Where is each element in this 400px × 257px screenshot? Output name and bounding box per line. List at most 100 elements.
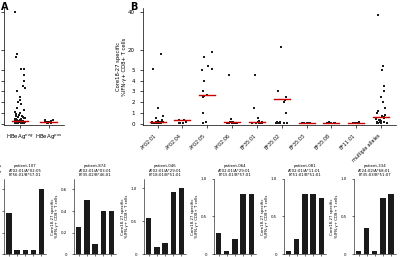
- Point: [307, 121, 313, 125]
- Point: [258, 121, 264, 125]
- Point: [283, 95, 290, 99]
- Point: [176, 121, 182, 125]
- Point: [205, 64, 211, 68]
- Bar: [22, 250, 28, 254]
- Point: [356, 120, 363, 124]
- Point: [15, 100, 21, 104]
- Point: [22, 120, 28, 124]
- Point: [252, 73, 258, 77]
- Point: [12, 55, 19, 59]
- Bar: [109, 211, 114, 254]
- Point: [20, 120, 26, 124]
- Point: [157, 120, 164, 124]
- Point: [44, 120, 50, 124]
- Point: [42, 120, 49, 124]
- Point: [201, 79, 208, 83]
- Point: [255, 116, 262, 120]
- Point: [153, 120, 160, 124]
- Bar: [39, 189, 44, 254]
- Point: [13, 120, 20, 124]
- Point: [375, 13, 382, 17]
- Point: [16, 111, 23, 115]
- Point: [258, 121, 265, 125]
- Bar: [294, 239, 299, 254]
- Point: [232, 121, 239, 125]
- Text: A: A: [1, 2, 8, 12]
- Point: [18, 121, 24, 125]
- Point: [275, 89, 281, 94]
- Point: [21, 121, 28, 125]
- Point: [278, 44, 285, 49]
- Point: [378, 68, 385, 72]
- Point: [284, 121, 290, 125]
- Point: [258, 121, 265, 125]
- Point: [14, 120, 20, 124]
- Point: [21, 79, 28, 83]
- Point: [300, 121, 307, 125]
- Point: [20, 115, 26, 119]
- Point: [16, 120, 22, 124]
- Point: [17, 120, 23, 124]
- Bar: [14, 250, 20, 254]
- Point: [356, 121, 362, 125]
- Point: [378, 120, 384, 124]
- Point: [159, 118, 166, 123]
- Point: [14, 119, 21, 123]
- Point: [377, 120, 383, 124]
- Bar: [224, 251, 230, 254]
- Point: [12, 110, 18, 114]
- Bar: [92, 244, 98, 254]
- Point: [152, 121, 158, 125]
- Point: [232, 121, 238, 125]
- Point: [14, 120, 21, 124]
- Point: [21, 116, 28, 120]
- Bar: [84, 200, 90, 254]
- Point: [50, 118, 56, 122]
- Point: [158, 121, 164, 125]
- Point: [373, 117, 380, 122]
- Point: [14, 115, 21, 119]
- Point: [201, 94, 207, 98]
- Y-axis label: Core18-27 specific
%IFN-γ+ CD8+ T cells: Core18-27 specific %IFN-γ+ CD8+ T cells: [260, 195, 269, 238]
- Point: [378, 95, 384, 99]
- Title: patient-064
A*02:01/A*29:01
B*15:01/B*57:01: patient-064 A*02:01/A*29:01 B*15:01/B*57…: [218, 164, 252, 178]
- Point: [12, 117, 18, 122]
- Point: [200, 55, 207, 59]
- Point: [382, 113, 389, 117]
- Point: [324, 121, 330, 125]
- Point: [380, 100, 386, 104]
- Point: [44, 121, 50, 125]
- Point: [200, 111, 206, 115]
- Point: [149, 120, 156, 124]
- Point: [383, 121, 390, 125]
- Point: [332, 121, 338, 125]
- Point: [253, 121, 260, 125]
- Point: [20, 121, 27, 125]
- Bar: [154, 246, 160, 254]
- Point: [224, 121, 230, 125]
- Point: [21, 73, 27, 77]
- Point: [226, 121, 233, 125]
- Point: [234, 121, 240, 125]
- Point: [13, 112, 19, 116]
- Point: [204, 93, 210, 97]
- Point: [381, 89, 387, 94]
- Bar: [216, 233, 221, 254]
- Point: [382, 105, 388, 109]
- Title: patient-334
A*24:02/A*68:01
B*35:03/B*51:07: patient-334 A*24:02/A*68:01 B*35:03/B*51…: [358, 164, 391, 178]
- Point: [306, 121, 312, 125]
- Bar: [388, 194, 394, 254]
- Point: [228, 120, 235, 124]
- Bar: [101, 211, 106, 254]
- Point: [13, 117, 20, 121]
- Point: [46, 120, 52, 124]
- Point: [376, 118, 382, 122]
- Point: [12, 114, 19, 118]
- Point: [253, 121, 259, 125]
- Point: [374, 121, 380, 125]
- Bar: [356, 251, 361, 254]
- Point: [21, 67, 27, 71]
- Point: [12, 121, 18, 125]
- Point: [183, 120, 189, 124]
- Point: [158, 121, 164, 125]
